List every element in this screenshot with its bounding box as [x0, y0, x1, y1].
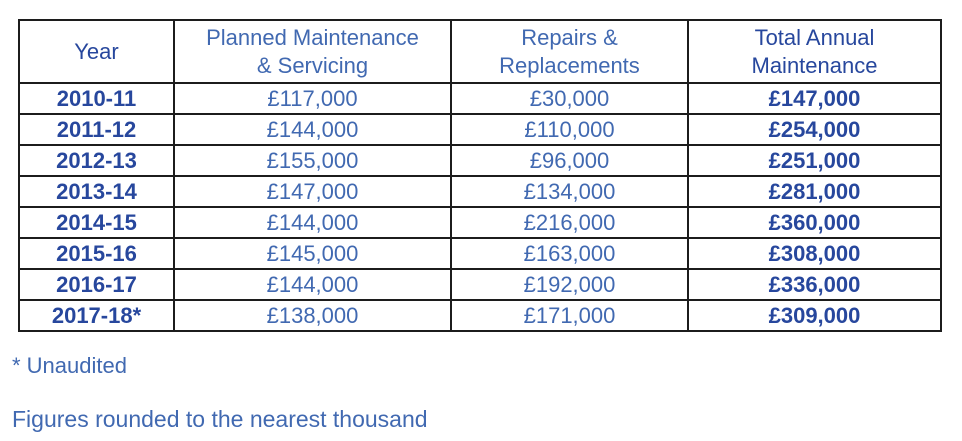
table-row: 2010-11 £117,000 £30,000 £147,000 — [18, 82, 942, 115]
table-row: 2013-14 £147,000 £134,000 £281,000 — [18, 175, 942, 208]
planned-cell: £138,000 — [173, 299, 452, 332]
header-line: & Servicing — [256, 52, 369, 78]
year-cell: 2010-11 — [18, 82, 175, 115]
year-cell: 2016-17 — [18, 268, 175, 301]
table-row: 2011-12 £144,000 £110,000 £254,000 — [18, 113, 942, 146]
footnote-rounding: Figures rounded to the nearest thousand — [12, 406, 428, 432]
repairs-cell: £110,000 — [450, 113, 689, 146]
header-line: Maintenance — [751, 52, 878, 78]
table-body: 2010-11 £117,000 £30,000 £147,000 2011-1… — [18, 82, 942, 332]
total-cell: £308,000 — [687, 237, 942, 270]
year-cell: 2013-14 — [18, 175, 175, 208]
table-row: 2016-17 £144,000 £192,000 £336,000 — [18, 268, 942, 301]
table-row: 2014-15 £144,000 £216,000 £360,000 — [18, 206, 942, 239]
column-header-planned-maintenance: Planned Maintenance & Servicing — [173, 19, 452, 84]
planned-cell: £144,000 — [173, 113, 452, 146]
repairs-cell: £192,000 — [450, 268, 689, 301]
total-cell: £360,000 — [687, 206, 942, 239]
year-cell: 2012-13 — [18, 144, 175, 177]
total-cell: £254,000 — [687, 113, 942, 146]
table-header: Year Planned Maintenance & Servicing Rep… — [18, 19, 942, 84]
repairs-cell: £163,000 — [450, 237, 689, 270]
planned-cell: £147,000 — [173, 175, 452, 208]
table-row: 2012-13 £155,000 £96,000 £251,000 — [18, 144, 942, 177]
header-line: Year — [74, 38, 119, 64]
total-cell: £251,000 — [687, 144, 942, 177]
header-line: Repairs & — [521, 25, 618, 50]
table-row: 2015-16 £145,000 £163,000 £308,000 — [18, 237, 942, 270]
planned-cell: £144,000 — [173, 206, 452, 239]
planned-cell: £155,000 — [173, 144, 452, 177]
column-header-year: Year — [18, 19, 175, 84]
header-row: Year Planned Maintenance & Servicing Rep… — [18, 19, 942, 84]
repairs-cell: £134,000 — [450, 175, 689, 208]
year-cell: 2017-18* — [18, 299, 175, 332]
footnote-unaudited: * Unaudited — [12, 353, 127, 378]
header-line: Replacements — [499, 52, 640, 78]
header-line: Planned Maintenance — [206, 25, 419, 50]
repairs-cell: £171,000 — [450, 299, 689, 332]
year-cell: 2014-15 — [18, 206, 175, 239]
year-cell: 2011-12 — [18, 113, 175, 146]
planned-cell: £117,000 — [173, 82, 452, 115]
header-line: Total Annual — [754, 25, 875, 50]
total-cell: £147,000 — [687, 82, 942, 115]
table-row: 2017-18* £138,000 £171,000 £309,000 — [18, 299, 942, 332]
column-header-total-annual-maintenance: Total Annual Maintenance — [687, 19, 942, 84]
total-cell: £336,000 — [687, 268, 942, 301]
repairs-cell: £96,000 — [450, 144, 689, 177]
year-cell: 2015-16 — [18, 237, 175, 270]
repairs-cell: £216,000 — [450, 206, 689, 239]
planned-cell: £145,000 — [173, 237, 452, 270]
repairs-cell: £30,000 — [450, 82, 689, 115]
maintenance-costs-table: Year Planned Maintenance & Servicing Rep… — [18, 19, 942, 332]
column-header-repairs-replacements: Repairs & Replacements — [450, 19, 689, 84]
total-cell: £281,000 — [687, 175, 942, 208]
planned-cell: £144,000 — [173, 268, 452, 301]
total-cell: £309,000 — [687, 299, 942, 332]
